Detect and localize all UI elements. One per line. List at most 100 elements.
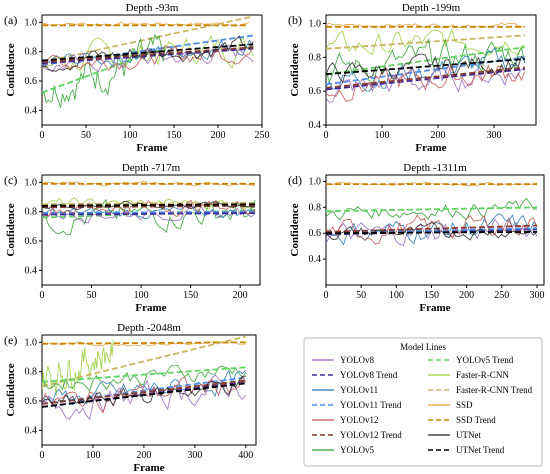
y-tick-label: 1.0 — [25, 177, 38, 188]
series-line-yolov8 — [326, 216, 538, 247]
legend-label-ssd-trend: SSD Trend — [456, 415, 496, 425]
panel-1: 0.4 0.6 0.8 1.0 0 100 200 300 Depth -199m Frame Co… — [288, 2, 537, 154]
legend-label-yolov5: YOLOv5 — [340, 445, 374, 455]
legend-label-yolov11: YOLOv11 — [340, 385, 378, 395]
y-axis-label: Confidence — [5, 43, 17, 96]
y-axis-label: Confidence — [289, 43, 301, 96]
y-tick-label: 0.6 — [309, 86, 322, 97]
x-tick-label: 200 — [211, 130, 226, 141]
x-tick-label: 200 — [136, 450, 151, 461]
series-line-yolov8-trend — [326, 228, 538, 236]
series-line-yolov11 — [42, 204, 256, 220]
y-tick-label: 0.4 — [25, 105, 38, 116]
x-tick-label: 100 — [389, 290, 404, 301]
x-tick-label: 200 — [431, 130, 446, 141]
x-tick-label: 300 — [187, 450, 202, 461]
series-line-faster-r-cnn — [42, 197, 256, 210]
x-tick-label: 150 — [424, 290, 439, 301]
series-group — [326, 181, 538, 247]
x-tick-label: 250 — [494, 290, 509, 301]
series-line-yolov12-trend — [42, 379, 246, 405]
panel-letter: (b) — [288, 13, 302, 27]
panel-letter: (e) — [4, 333, 17, 347]
legend-box — [303, 337, 543, 467]
y-tick-label: 0.6 — [309, 228, 322, 239]
legend: Model Lines YOLOv8 YOLOv8 Trend YOLOv11 YOLO… — [303, 337, 543, 467]
series-line-yolov8 — [42, 374, 247, 421]
series-line-yolov5 — [42, 33, 166, 108]
y-tick-label: 0.6 — [25, 76, 38, 87]
x-tick-label: 50 — [356, 290, 366, 301]
x-axis-label: Frame — [415, 142, 446, 154]
legend-label-faster-r-cnn-trend: Faster-R-CNN Trend — [456, 385, 533, 395]
series-line-faster-r-cnn — [326, 27, 525, 56]
series-line-yolov12-trend — [326, 66, 525, 89]
x-tick-label: 50 — [87, 290, 97, 301]
legend-label-yolov8-trend: YOLOv8 Trend — [340, 370, 398, 380]
series-line-yolov12 — [326, 63, 526, 102]
y-tick-label: 1.0 — [309, 18, 322, 29]
x-tick-label: 0 — [40, 290, 45, 301]
series-line-faster-r-cnn-trend — [326, 34, 525, 50]
legend-title: Model Lines — [400, 342, 446, 352]
plot-frame — [41, 174, 261, 286]
legend-label-yolov11-trend: YOLOv11 Trend — [340, 400, 402, 410]
y-tick-label: 1.0 — [25, 17, 38, 28]
legend-label-yolov8: YOLOv8 — [340, 355, 374, 365]
x-tick-label: 0 — [40, 130, 45, 141]
series-line-faster-r-cnn — [42, 35, 254, 72]
x-tick-label: 300 — [529, 290, 544, 301]
series-group — [326, 22, 526, 103]
x-axis-label: Frame — [135, 302, 166, 314]
series-line-utnet-trend — [42, 43, 254, 62]
y-tick-label: 0.4 — [25, 265, 38, 276]
series-line-utnet-trend — [326, 231, 538, 235]
series-line-utnet — [42, 375, 246, 408]
panel-2: 0.4 0.6 0.8 1.0 0 50 100 150 200 Depth -717m Frame… — [4, 162, 261, 314]
legend-label-faster-r-cnn: Faster-R-CNN — [456, 370, 509, 380]
legend-label-ssd: SSD — [456, 400, 473, 410]
legend-label-yolov5-trend: YOLOv5 Trend — [456, 355, 514, 365]
panel-title: Depth -2048m — [117, 322, 181, 334]
panel-0: 0.4 0.6 0.8 1.0 0 50 100 150 200 250 Depth -93m Fra… — [4, 2, 270, 154]
series-line-yolov11-trend — [326, 227, 538, 235]
panel-3: 0.4 0.6 0.8 1.0 0 50 100 150 200 250 300 Depth -131… — [288, 162, 545, 314]
x-tick-label: 200 — [459, 290, 474, 301]
x-axis-label: Frame — [136, 142, 167, 154]
x-tick-label: 100 — [123, 130, 138, 141]
x-tick-label: 150 — [167, 130, 182, 141]
y-tick-label: 0.8 — [309, 202, 322, 213]
y-axis-label: Confidence — [5, 363, 17, 416]
x-tick-label: 100 — [375, 130, 390, 141]
series-line-yolov5-trend — [326, 206, 538, 213]
y-tick-label: 0.4 — [25, 425, 38, 436]
series-line-faster-r-cnn-trend — [42, 15, 254, 63]
y-axis-label: Confidence — [289, 203, 301, 256]
series-line-faster-r-cnn-trend — [42, 335, 247, 388]
x-tick-label: 250 — [255, 130, 270, 141]
series-line-ssd — [42, 21, 249, 27]
y-tick-label: 1.0 — [25, 337, 38, 348]
legend-label-yolov12: YOLOv12 — [340, 415, 379, 425]
series-group — [42, 180, 256, 236]
series-line-yolov8-trend — [326, 68, 525, 91]
x-tick-label: 150 — [183, 290, 198, 301]
x-tick-label: 400 — [238, 450, 253, 461]
y-axis-label: Confidence — [5, 203, 17, 256]
series-group — [42, 15, 254, 108]
series-line-yolov5-trend — [42, 366, 246, 383]
series-line-yolov11 — [42, 369, 247, 406]
panel-letter: (d) — [288, 173, 302, 187]
y-tick-label: 0.6 — [25, 396, 38, 407]
series-line-yolov8 — [42, 205, 256, 224]
panel-title: Depth -717m — [122, 162, 181, 174]
series-group — [42, 335, 247, 421]
series-line-ssd — [42, 180, 256, 187]
x-tick-label: 0 — [324, 290, 329, 301]
panel-title: Depth -199m — [402, 2, 461, 14]
x-tick-label: 300 — [487, 130, 502, 141]
x-axis-label: Frame — [419, 302, 450, 314]
panel-title: Depth -93m — [126, 2, 179, 14]
series-line-faster-r-cnn — [42, 339, 114, 396]
series-line-yolov12 — [42, 199, 256, 218]
